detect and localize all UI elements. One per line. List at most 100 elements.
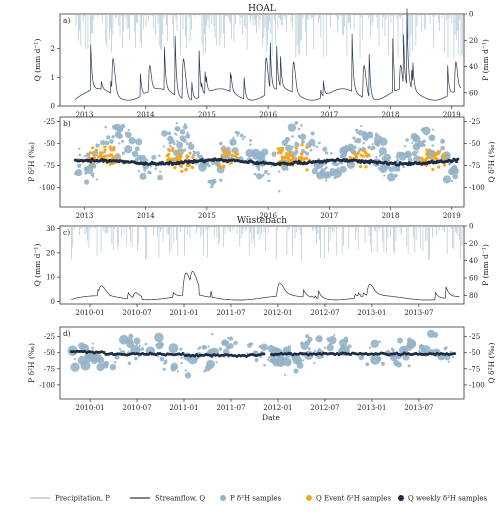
- q-event-dot: [88, 151, 93, 155]
- p-sample-dot: [294, 121, 299, 125]
- q-weekly-samples: [73, 157, 460, 167]
- p-sample-dot: [90, 172, 95, 177]
- legend-swatch-dot: [220, 495, 226, 501]
- x-tick-label: 2018: [382, 111, 400, 119]
- q-event-dot: [221, 149, 225, 153]
- p-sample-dot: [170, 362, 179, 371]
- y-tick-left-label: -25: [44, 333, 55, 341]
- panel-title: HOAL: [248, 4, 276, 14]
- p-sample-dot: [170, 141, 173, 145]
- x-tick-label: 2010-01: [76, 309, 105, 317]
- p-sample-dot: [447, 360, 450, 363]
- p-sample-dot: [278, 190, 281, 193]
- panel-label: d): [63, 329, 71, 338]
- x-tick-label: 2015: [198, 111, 216, 119]
- p-sample-dot: [315, 145, 319, 149]
- p-sample-dot: [399, 151, 405, 157]
- p-sample-dot: [333, 176, 337, 180]
- p-sample-dot: [263, 363, 266, 367]
- p-sample-dot: [440, 138, 446, 144]
- y-tick-left-label: -25: [44, 118, 55, 126]
- p-sample-dot: [315, 335, 323, 343]
- p-samples: [67, 329, 455, 379]
- p-sample-dot: [167, 135, 174, 142]
- p-sample-dot: [83, 179, 90, 185]
- x-tick-label: 2017: [320, 111, 338, 119]
- q-event-dot: [185, 154, 189, 158]
- p-sample-dot: [297, 134, 301, 138]
- p-sample-dot: [302, 359, 305, 362]
- p-sample-dot: [138, 344, 141, 347]
- p-sample-dot: [431, 144, 434, 147]
- p-sample-dot: [355, 128, 359, 131]
- p-sample-dot: [368, 145, 371, 149]
- p-sample-dot: [246, 352, 249, 355]
- p-sample-dot: [140, 347, 145, 351]
- p-sample-dot: [411, 141, 414, 144]
- q-event-dot: [116, 153, 120, 157]
- p-sample-dot: [151, 154, 157, 160]
- p-sample-dot: [78, 163, 82, 167]
- p-sample-dot: [284, 136, 291, 143]
- p-sample-dot: [378, 340, 381, 344]
- p-sample-dot: [305, 334, 310, 339]
- x-tick-label: 2015: [198, 212, 216, 220]
- q-event-dot: [166, 153, 170, 158]
- p-sample-dot: [176, 140, 179, 143]
- p-sample-dot: [241, 137, 245, 141]
- q-event-dot: [437, 165, 441, 169]
- x-tick-label: 2011-07: [216, 309, 245, 317]
- p-sample-dot: [124, 149, 127, 153]
- legend-label: Q weekly δ²H samples: [408, 495, 488, 503]
- legend-swatch-dot: [398, 495, 404, 501]
- p-sample-dot: [372, 361, 375, 365]
- p-sample-dot: [95, 143, 99, 147]
- q-event-dot: [228, 150, 232, 154]
- p-sample-dot: [258, 344, 262, 349]
- p-sample-dot: [104, 140, 110, 146]
- p-sample-dot: [270, 165, 273, 168]
- p-sample-dot: [271, 151, 277, 157]
- p-sample-dot: [285, 168, 289, 171]
- y-tick-left-label: 0: [51, 298, 55, 306]
- x-tick-label: 2017: [320, 212, 338, 220]
- x-tick-label: 2014: [137, 111, 155, 119]
- p-sample-dot: [135, 342, 139, 346]
- q-event-dot: [112, 148, 116, 152]
- p-sample-dot: [127, 128, 130, 132]
- p-sample-dot: [291, 135, 294, 138]
- p-sample-dot: [185, 142, 189, 146]
- y-tick-left-label: 0: [51, 103, 55, 111]
- p-sample-dot: [277, 170, 281, 173]
- x-tick-label: 2013: [76, 212, 94, 220]
- q-event-dot: [190, 165, 194, 170]
- panel-c-frame: [59, 225, 465, 305]
- p-sample-dot: [301, 139, 305, 144]
- p-sample-dot: [146, 158, 149, 162]
- p-sample-dot: [185, 133, 191, 139]
- p-sample-dot: [91, 346, 94, 350]
- y-tick-left-label: -100: [39, 381, 55, 389]
- p-sample-dot: [249, 143, 252, 146]
- p-sample-dot: [299, 133, 307, 141]
- p-sample-dot: [232, 136, 235, 139]
- p-sample-dot: [313, 349, 316, 353]
- p-sample-dot: [407, 364, 411, 368]
- p-sample-dot: [287, 123, 297, 132]
- p-sample-dot: [378, 147, 387, 156]
- q-event-dot: [300, 143, 304, 147]
- q-event-dot: [184, 168, 188, 172]
- q-event-dot: [110, 161, 114, 166]
- p-sample-dot: [179, 347, 183, 351]
- p-sample-dot: [379, 164, 388, 174]
- q-event-dot: [233, 150, 237, 155]
- q-event-dot: [280, 158, 285, 162]
- p-sample-dot: [139, 172, 147, 180]
- x-tick-label: 2012-07: [310, 404, 339, 412]
- q-event-dot: [286, 153, 290, 158]
- q-event-dot: [177, 157, 181, 162]
- p-sample-dot: [182, 124, 188, 130]
- p-sample-dot: [90, 353, 99, 362]
- legend-label: Streamflow, Q: [155, 495, 205, 503]
- p-sample-dot: [402, 165, 406, 169]
